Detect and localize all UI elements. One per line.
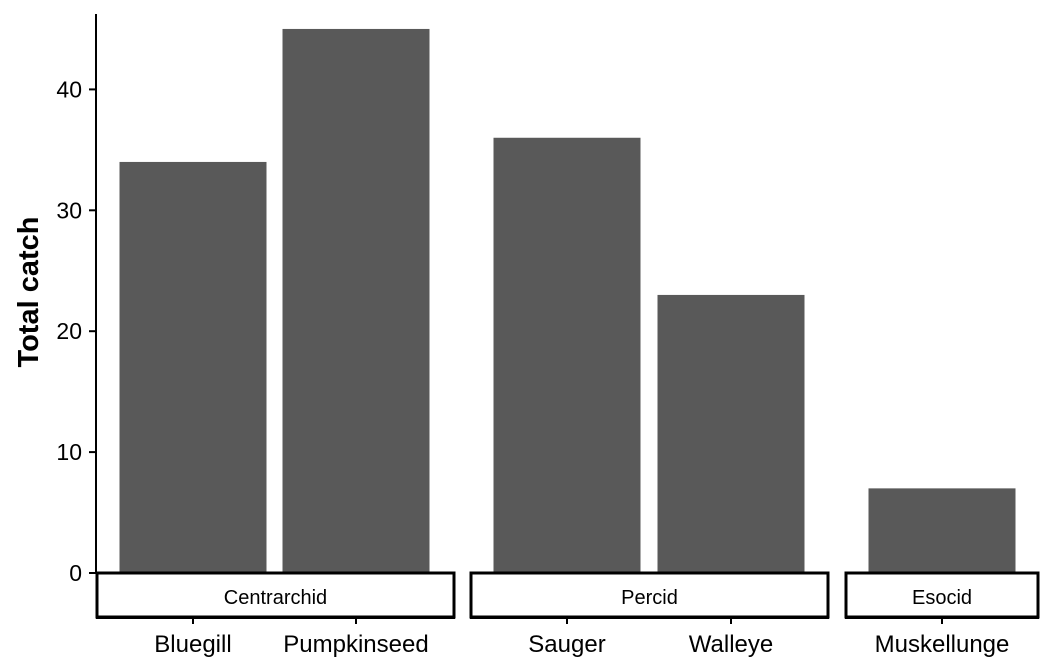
facet-strip-label: Esocid xyxy=(912,587,972,609)
facet-strip-label: Percid xyxy=(621,587,678,609)
facet-strip xyxy=(844,571,1040,619)
y-tick-label: 30 xyxy=(56,197,82,223)
bars xyxy=(119,28,1016,573)
bar xyxy=(868,488,1016,573)
y-tick-label: 20 xyxy=(56,318,82,344)
x-categories: Bluegill Pumpkinseed Sauger Walleye Muskellu… xyxy=(96,617,1039,658)
y-ticks: 0 10 20 30 40 xyxy=(56,76,96,586)
y-tick-label: 10 xyxy=(56,439,82,465)
facet-strip xyxy=(469,571,830,619)
x-tick-label: Sauger xyxy=(528,631,605,658)
bar xyxy=(119,161,267,573)
y-tick-label: 40 xyxy=(56,76,82,102)
y-tick-label: 0 xyxy=(69,560,82,586)
x-tick-label: Bluegill xyxy=(154,631,231,658)
bar xyxy=(657,294,805,573)
y-axis-title: Total catch xyxy=(13,217,45,368)
x-tick-label: Pumpkinseed xyxy=(283,631,428,658)
x-tick-label: Muskellunge xyxy=(875,631,1010,658)
facet-strips: Centrarchid Percid Esocid xyxy=(95,571,1040,619)
facet-strip-label: Centrarchid xyxy=(224,587,327,609)
bar xyxy=(493,137,641,573)
bar xyxy=(282,28,430,573)
x-tick-label: Walleye xyxy=(689,631,773,658)
